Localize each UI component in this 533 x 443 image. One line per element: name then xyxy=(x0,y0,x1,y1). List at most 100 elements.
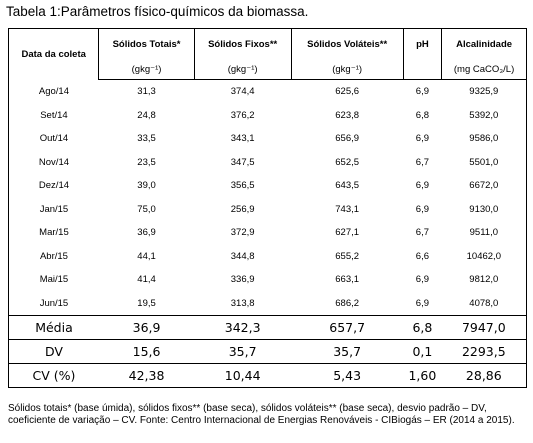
cell: 342,3 xyxy=(194,315,292,340)
summary-row: DV 15,6 35,7 35,7 0,1 2293,5 xyxy=(8,339,527,364)
cell: 6,7 xyxy=(415,156,430,168)
cell: Jun/15 xyxy=(8,291,99,316)
cell: 625,6 xyxy=(335,86,360,98)
cell: Dez/14 xyxy=(38,180,70,192)
cell: 44,1 xyxy=(137,250,156,262)
header-row: Data da coleta Sólidos Totais* Sólidos Fix… xyxy=(7,28,527,80)
cell: 256,9 xyxy=(230,203,255,215)
table-body: Ago/14 31,3 374,4 625,6 6,9 9325,9 Set/14 24,8 3… xyxy=(8,80,527,316)
cell: 33,5 xyxy=(137,133,156,145)
cell: 623,8 xyxy=(335,109,360,121)
cell: 627,1 xyxy=(335,227,360,239)
data-row: Jan/15 75,0 256,9 743,1 6,9 9130,0 xyxy=(9,198,527,222)
cell: 6,9 xyxy=(415,133,430,145)
cell: 41,4 xyxy=(137,274,156,286)
cell: 9586,0 xyxy=(469,133,499,145)
data-row: Nov/14 23,5 347,5 652,5 6,7 5501,0 xyxy=(9,151,527,175)
cell: 655,2 xyxy=(335,250,360,262)
cell: 374,4 xyxy=(230,86,255,98)
cell: 7947,0 xyxy=(441,315,527,340)
cell: 9511,0 xyxy=(469,227,498,239)
cell: 5501,0 xyxy=(469,156,499,168)
data-row: Abr/15 44,1 344,8 655,2 6,6 10462,0 xyxy=(9,245,527,269)
cell: 6,9 xyxy=(415,180,430,192)
cell: 6,7 xyxy=(415,227,430,239)
cell: Set/14 xyxy=(40,109,68,121)
cell: 2293,5 xyxy=(441,339,527,364)
cell: 1,60 xyxy=(403,363,442,388)
cell: Mai/15 xyxy=(39,274,69,286)
summary-row: Média 36,9 342,3 657,7 6,8 7947,0 xyxy=(8,315,527,340)
summary-body: Média 36,9 342,3 657,7 6,8 7947,0 DV 15,6 35,7 35… xyxy=(8,315,527,388)
header-cell: pH xyxy=(402,28,443,59)
cell: 4078,0 xyxy=(441,291,527,316)
cell: 0,1 xyxy=(403,339,442,364)
cell: 9812,0 xyxy=(469,274,499,286)
cell: 347,5 xyxy=(230,156,255,168)
cell: Média xyxy=(8,315,99,340)
cell: 743,1 xyxy=(335,203,360,215)
cell: 31,3 xyxy=(137,86,156,98)
cell: 35,7 xyxy=(194,339,292,364)
cell: 6,8 xyxy=(403,315,442,340)
header-cell: Sólidos Voláteis** xyxy=(290,28,404,59)
cell: 6,6 xyxy=(415,250,430,262)
cell: Out/14 xyxy=(39,133,69,145)
data-row: Jun/15 19,5 313,8 686,2 6,9 4078,0 xyxy=(8,291,527,316)
cell: Abr/15 xyxy=(39,250,68,262)
data-row: Ago/14 31,3 374,4 625,6 6,9 9325,9 xyxy=(9,80,527,104)
cell: 23,5 xyxy=(137,156,156,168)
cell: 28,86 xyxy=(441,363,527,388)
cell: 15,6 xyxy=(98,339,195,364)
data-row: Out/14 33,5 343,1 656,9 6,9 9586,0 xyxy=(9,127,527,151)
cell: 75,0 xyxy=(137,203,156,215)
cell: 35,7 xyxy=(291,339,404,364)
cell: 656,9 xyxy=(335,133,360,145)
unit-cell: (gkg⁻¹) xyxy=(290,59,404,80)
cell: 643,5 xyxy=(335,180,360,192)
unit-cell: (gkg⁻¹) xyxy=(98,59,195,80)
cell: 24,8 xyxy=(137,109,156,121)
unit-row: (gkg⁻¹) (gkg⁻¹) (gkg⁻¹) (mg CaCO₃/L) xyxy=(9,59,527,80)
cell: Jan/15 xyxy=(39,203,69,215)
table-header: Data da coleta Sólidos Totais* Sólidos Fix… xyxy=(7,28,527,80)
data-row: Mar/15 36,9 372,9 627,1 6,7 9511,0 xyxy=(9,221,527,245)
cell: 376,2 xyxy=(230,109,255,121)
cell: 5392,0 xyxy=(469,109,499,121)
cell: 336,9 xyxy=(230,274,255,286)
header-cell: Alcalinidade xyxy=(441,28,527,59)
cell: 6,9 xyxy=(415,86,430,98)
cell: DV xyxy=(8,339,99,364)
cell: CV (%) xyxy=(8,363,99,388)
cell: 19,5 xyxy=(98,291,195,316)
cell: 6672,0 xyxy=(469,180,499,192)
cell: 686,2 xyxy=(291,291,404,316)
cell: Mar/15 xyxy=(39,227,69,239)
cell: 6,9 xyxy=(415,203,430,215)
data-row: Dez/14 39,0 356,5 643,5 6,9 6672,0 xyxy=(9,174,527,198)
cell: 652,5 xyxy=(335,156,360,168)
cell: 313,8 xyxy=(194,291,292,316)
header-cell: Sólidos Fixos** xyxy=(193,28,292,59)
cell: 344,8 xyxy=(230,250,255,262)
header-cell: Sólidos Totais* xyxy=(98,28,195,59)
cell: 10,44 xyxy=(194,363,292,388)
cell: 39,0 xyxy=(137,180,156,192)
cell: 6,8 xyxy=(415,109,430,121)
unit-cell: (mg CaCO₃/L) xyxy=(441,59,527,80)
cell: 356,5 xyxy=(230,180,255,192)
data-row: Mai/15 41,4 336,9 663,1 6,9 9812,0 xyxy=(9,268,527,292)
cell: 372,9 xyxy=(230,227,255,239)
cell: 6,9 xyxy=(415,274,430,286)
footnote: Sólidos totais* (base úmida), sólidos fi… xyxy=(8,403,515,426)
cell: 10462,0 xyxy=(466,250,501,262)
table: Data da coleta Sólidos Totais* Sólidos Fix… xyxy=(7,28,527,388)
unit-cell: (gkg⁻¹) xyxy=(193,59,292,80)
table-title: Tabela 1:Parâmetros físico-químicos da b… xyxy=(6,4,309,19)
cell: 36,9 xyxy=(98,315,195,340)
cell: 657,7 xyxy=(291,315,404,340)
data-row: Set/14 24,8 376,2 623,8 6,8 5392,0 xyxy=(9,104,527,128)
cell: 9325,9 xyxy=(469,86,499,98)
cell: 36,9 xyxy=(137,227,156,239)
